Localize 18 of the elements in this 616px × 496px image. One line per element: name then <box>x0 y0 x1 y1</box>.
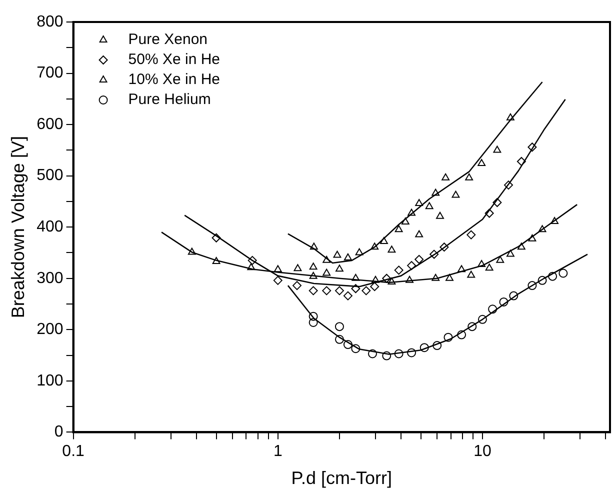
x-tick-label: 1 <box>273 443 282 460</box>
y-tick-label: 700 <box>36 64 64 82</box>
legend-label: Pure Xenon <box>128 31 208 48</box>
y-tick-label: 200 <box>36 321 64 338</box>
y-tick-label: 100 <box>36 372 64 390</box>
y-tick-label: 600 <box>36 116 64 133</box>
y-axis-title: Breakdown Voltage [V] <box>8 136 28 318</box>
y-tick-label: 800 <box>36 13 64 30</box>
legend-label: Pure Helium <box>128 91 211 108</box>
y-tick-label: 0 <box>54 424 64 441</box>
x-tick-label: 10 <box>474 443 492 460</box>
y-tick-label: 300 <box>36 270 64 287</box>
y-tick-label: 500 <box>36 167 64 184</box>
y-tick-label: 400 <box>36 218 64 236</box>
x-tick-label: 0.1 <box>62 443 85 460</box>
x-axis-title: P.d [cm-Torr] <box>291 468 392 488</box>
legend-label: 50% Xe in He <box>128 51 220 68</box>
legend-label: 10% Xe in He <box>128 71 220 88</box>
